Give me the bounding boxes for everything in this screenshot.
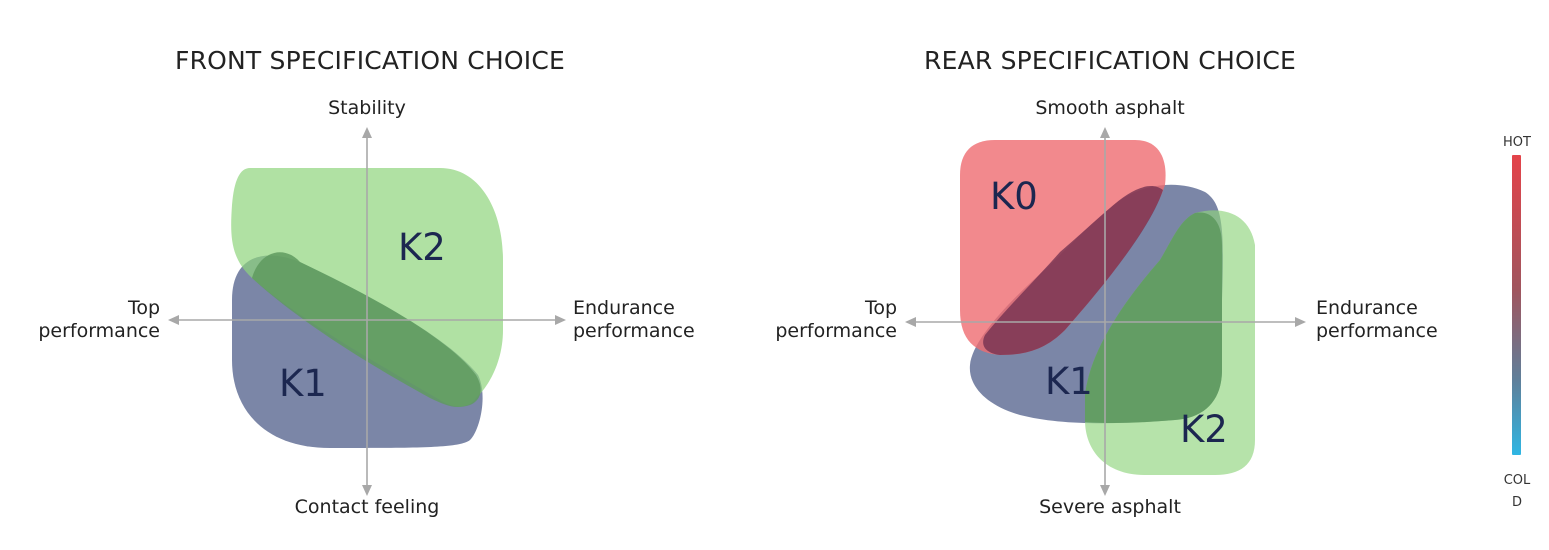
- front-axis-right-line1: Endurance: [573, 297, 675, 319]
- legend-cold-line1: COL: [1503, 473, 1531, 488]
- front-axis-right-line2: performance: [573, 320, 695, 342]
- rear-overlap-k1-k2: [1085, 212, 1222, 424]
- front-axis-left-label: Top performance: [20, 297, 160, 343]
- rear-axes: [912, 133, 1300, 490]
- rear-zone-k0: [960, 140, 1166, 355]
- rear-axis-bottom-label: Severe asphalt: [1039, 496, 1181, 518]
- front-axes: [175, 133, 560, 490]
- rear-axis-right-label: Endurance performance: [1316, 297, 1466, 343]
- rear-axis-left-line1: Top: [864, 297, 897, 319]
- rear-zone-label-k0: K0: [990, 175, 1038, 218]
- rear-axis-top-label: Smooth asphalt: [1035, 97, 1185, 119]
- rear-axis-right-line1: Endurance: [1316, 297, 1418, 319]
- legend-cold-label: COL D: [1497, 470, 1537, 514]
- front-zone-label-k1: K1: [279, 362, 327, 405]
- front-axis-top-label: Stability: [328, 97, 406, 119]
- rear-overlap-k0-k1: [983, 186, 1163, 355]
- rear-axis-arrows: [905, 127, 1306, 496]
- rear-zone-label-k2: K2: [1180, 408, 1228, 451]
- rear-axis-left-line2: performance: [775, 320, 897, 342]
- rear-panel-title: REAR SPECIFICATION CHOICE: [924, 46, 1297, 75]
- front-axis-arrows: [168, 127, 566, 496]
- front-panel-title: FRONT SPECIFICATION CHOICE: [175, 46, 566, 75]
- legend-hot-label: HOT: [1503, 135, 1531, 150]
- rear-zone-label-k1: K1: [1045, 360, 1093, 403]
- front-axis-right-label: Endurance performance: [573, 297, 723, 343]
- front-axis-left-line2: performance: [38, 320, 160, 342]
- rear-axis-right-line2: performance: [1316, 320, 1438, 342]
- rear-axis-left-label: Top performance: [757, 297, 897, 343]
- front-diagram: [168, 127, 566, 496]
- front-axis-bottom-label: Contact feeling: [294, 496, 440, 518]
- front-zone-label-k2: K2: [398, 226, 446, 269]
- front-axis-left-line1: Top: [127, 297, 160, 319]
- legend-color-bar: [1512, 155, 1521, 455]
- legend-cold-line2: D: [1511, 495, 1522, 510]
